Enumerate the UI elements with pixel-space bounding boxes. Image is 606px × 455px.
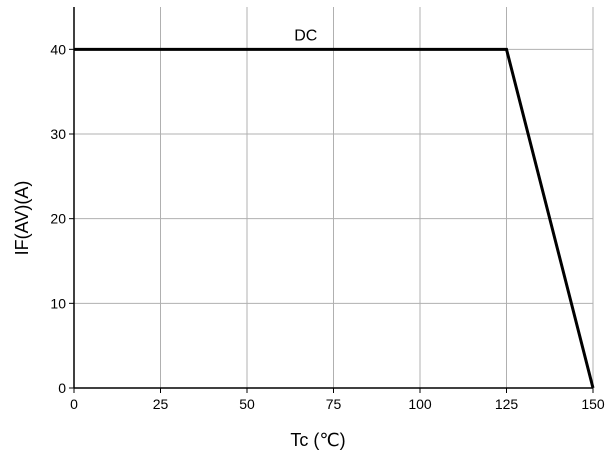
x-tick-label: 25 (153, 396, 169, 412)
x-tick-label: 50 (239, 396, 255, 412)
x-tick-label: 0 (70, 396, 78, 412)
x-tick-label: 150 (581, 396, 605, 412)
annotations: DC (294, 27, 317, 44)
x-tick-label: 125 (495, 396, 519, 412)
series-label-dc: DC (294, 27, 317, 44)
series-lines (74, 47, 595, 389)
y-tick-label: 10 (50, 295, 66, 311)
y-tick-label: 20 (50, 211, 66, 227)
x-tick-label: 100 (408, 396, 432, 412)
y-tick-label: 30 (50, 126, 66, 142)
x-axis-title: Tc (℃) (290, 430, 345, 450)
tick-labels: 0 25 50 75 100 125 150 0 10 20 30 40 (50, 41, 604, 412)
y-tick-label: 0 (58, 380, 66, 396)
x-tick-label: 75 (326, 396, 342, 412)
y-axis-title: IF(AV)(A) (12, 181, 32, 256)
series-line-dc (74, 47, 595, 389)
y-tick-label: 40 (50, 41, 66, 57)
grid-lines (74, 7, 594, 388)
